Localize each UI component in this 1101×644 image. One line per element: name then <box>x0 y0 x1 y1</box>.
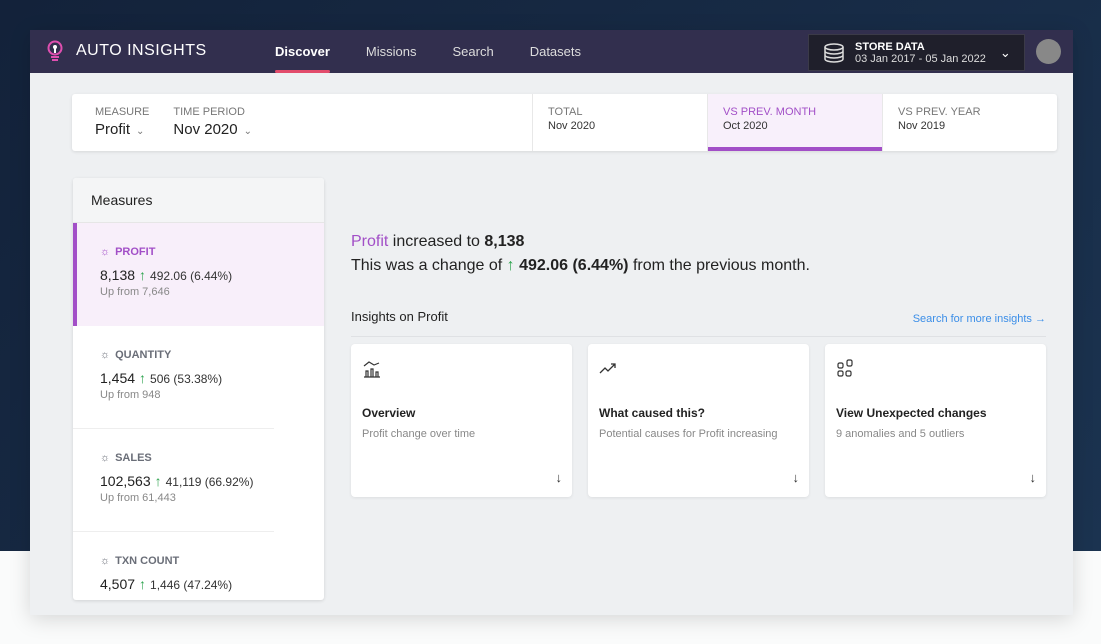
sun-icon: ☼ <box>100 246 111 258</box>
measure-select[interactable]: MEASURE Profit ⌄ <box>95 106 149 151</box>
nav-discover[interactable]: Discover <box>275 30 330 73</box>
arrow-down-icon: ↓ <box>1029 470 1037 485</box>
arrow-right-icon: → <box>1031 313 1046 325</box>
chevron-down-icon: ⌄ <box>243 126 253 137</box>
arrow-up-icon: ↑ <box>506 257 515 274</box>
logo[interactable]: AUTO INSIGHTS <box>46 40 207 62</box>
measure-item-txn-count[interactable]: ☼ TXN COUNT 4,507 ↑ 1,446 (47.24%) <box>73 532 274 600</box>
measure-value: 102,563 <box>100 473 151 489</box>
chart-icon <box>363 361 380 378</box>
filter-bar: MEASURE Profit ⌄ TIME PERIOD Nov 2020 ⌄ TOTA… <box>72 94 1057 151</box>
link-text: Search for more insights <box>912 313 1032 325</box>
arrow-down-icon: ↓ <box>555 470 563 485</box>
trend-up-icon <box>599 363 616 374</box>
tab-label: VS PREV. YEAR <box>898 106 981 118</box>
nav-datasets[interactable]: Datasets <box>529 44 582 59</box>
tab-vs-prev-year[interactable]: VS PREV. YEAR Nov 2019 <box>882 94 1057 151</box>
measure-name: PROFIT <box>115 246 156 258</box>
search-more-insights-link[interactable]: Search for more insights → <box>913 309 1046 327</box>
measure-item-sales[interactable]: ☼ SALES 102,563 ↑ 41,119 (66.92%) Up from 6… <box>73 429 274 532</box>
summary-text: increased to <box>388 233 485 250</box>
measure-sub: Up from 61,443 <box>100 492 176 504</box>
summary-value: 8,138 <box>484 233 525 250</box>
arrow-up-icon: ↑ <box>139 576 147 592</box>
card-subtitle: 9 anomalies and 5 outliers <box>836 428 965 440</box>
arrow-up-icon: ↑ <box>139 267 147 283</box>
measure-sub: Up from 7,646 <box>100 286 170 298</box>
dataset-range: 03 Jan 2017 - 05 Jan 2022 <box>855 52 986 65</box>
arrow-up-icon: ↑ <box>139 370 147 386</box>
dataset-name: STORE DATA <box>855 40 925 53</box>
dataset-selector[interactable]: STORE DATA 03 Jan 2017 - 05 Jan 2022 ⌄ <box>808 34 1025 71</box>
tab-value: Oct 2020 <box>723 120 768 132</box>
tab-value: Nov 2020 <box>548 120 596 132</box>
tab-label: TOTAL <box>548 106 583 118</box>
measure-name: SALES <box>115 452 152 464</box>
database-icon <box>824 42 844 63</box>
time-period-label: TIME PERIOD <box>173 106 245 118</box>
main-nav: Discover Missions Search Datasets <box>275 30 581 73</box>
card-title: Overview <box>362 406 416 420</box>
measure-name: TXN COUNT <box>115 555 180 567</box>
measure-change: 492.06 (6.44%) <box>150 269 233 283</box>
card-subtitle: Potential causes for Profit increasing <box>599 428 778 440</box>
card-title: What caused this? <box>599 406 706 420</box>
measure-value: 8,138 <box>100 267 136 283</box>
nav-search[interactable]: Search <box>452 44 494 59</box>
time-period-value: Nov 2020 <box>173 121 238 138</box>
lightbulb-icon <box>47 40 63 61</box>
insights-header: Insights on Profit Search for more insig… <box>351 309 1046 337</box>
measure-value: 4,507 <box>100 576 136 592</box>
card-subtitle: Profit change over time <box>362 428 476 440</box>
measures-panel: Measures ☼ PROFIT 8,138 ↑ 492.06 (6.44%) Up… <box>73 178 324 600</box>
measure-value: 1,454 <box>100 370 136 386</box>
app-title: AUTO INSIGHTS <box>76 42 207 59</box>
card-title: View Unexpected changes <box>836 406 987 420</box>
time-period-select[interactable]: TIME PERIOD Nov 2020 ⌄ <box>173 106 252 151</box>
measures-title: Measures <box>73 178 324 223</box>
measure-change: 41,119 (66.92%) <box>165 475 254 489</box>
summary-line-2: This was a change of ↑ 492.06 (6.44%) fr… <box>351 257 1051 275</box>
chevron-down-icon: ⌄ <box>136 126 145 137</box>
top-bar: AUTO INSIGHTS Discover Missions Search D… <box>30 30 1073 73</box>
tab-label: VS PREV. MONTH <box>723 106 817 118</box>
sun-icon: ☼ <box>100 452 111 464</box>
chevron-down-icon: ⌄ <box>999 44 1011 60</box>
summary-text: This was a change of <box>351 257 507 274</box>
sun-icon: ☼ <box>100 349 111 361</box>
shapes-icon <box>837 359 853 377</box>
summary: Profit increased to 8,138 This was a cha… <box>351 233 1051 275</box>
measure-change: 506 (53.38%) <box>150 372 223 386</box>
summary-text: from the previous month. <box>628 257 810 274</box>
sun-icon: ☼ <box>100 555 111 567</box>
measure-item-profit[interactable]: ☼ PROFIT 8,138 ↑ 492.06 (6.44%) Up from 7,6… <box>73 223 324 326</box>
card-unexpected-changes[interactable]: View Unexpected changes 9 anomalies and … <box>825 344 1046 497</box>
arrow-up-icon: ↑ <box>154 473 162 489</box>
measure-change: 1,446 (47.24%) <box>150 578 233 592</box>
app-window: AUTO INSIGHTS Discover Missions Search D… <box>30 30 1073 615</box>
tab-total[interactable]: TOTAL Nov 2020 <box>532 94 707 151</box>
measure-label: MEASURE <box>95 106 150 118</box>
measure-item-quantity[interactable]: ☼ QUANTITY 1,454 ↑ 506 (53.38%) Up from 948 <box>73 326 274 429</box>
summary-line-1: Profit increased to 8,138 <box>351 233 1051 251</box>
insights-title: Insights on Profit <box>351 309 448 324</box>
arrow-down-icon: ↓ <box>792 470 800 485</box>
summary-measure: Profit <box>351 233 389 250</box>
avatar[interactable] <box>1036 39 1061 64</box>
insight-cards: Overview Profit change over time ↓ What … <box>351 344 1046 497</box>
tab-vs-prev-month[interactable]: VS PREV. MONTH Oct 2020 <box>707 94 882 151</box>
measure-name: QUANTITY <box>115 349 172 361</box>
measure-value: Profit <box>95 121 131 138</box>
card-overview[interactable]: Overview Profit change over time ↓ <box>351 344 572 497</box>
measure-sub: Up from 948 <box>100 389 161 401</box>
summary-change: 492.06 (6.44%) <box>514 257 629 274</box>
nav-missions[interactable]: Missions <box>365 44 417 59</box>
card-what-caused-this[interactable]: What caused this? Potential causes for P… <box>588 344 809 497</box>
tab-value: Nov 2019 <box>898 120 946 132</box>
